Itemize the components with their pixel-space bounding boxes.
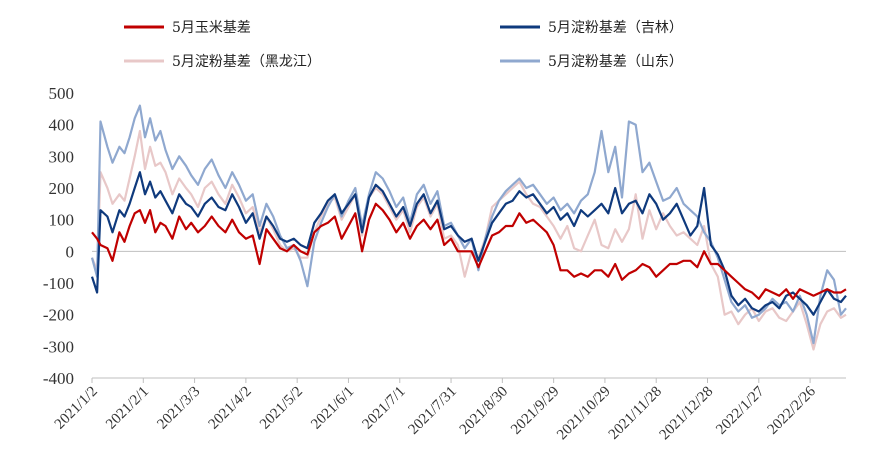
y-axis-tick-labels: 500 400 300 200 100 0 -100 -200 -300 -400 [43,84,74,388]
x-tick-label: 2021/10/29 [554,384,614,444]
x-tick-label: 2021/2/1 [103,384,152,433]
legend-label-starch-shandong: 5月淀粉基差（山东） [548,53,683,70]
x-tick-label: 2021/11/28 [606,384,665,443]
y-tick-label: 0 [66,242,75,261]
series-line-1 [90,171,847,316]
y-tick-label: -200 [43,306,74,325]
series-line-2 [90,129,847,351]
x-tick-label: 2021/1/2 [52,384,101,433]
x-tick-label: 2021/4/2 [206,384,255,433]
series-line-0 [91,202,847,300]
x-tick-label: 2022/2/26 [765,383,820,438]
x-axis-tick-marks [91,378,811,383]
x-tick-label: 2021/6/1 [308,384,357,433]
y-tick-label: 100 [49,211,75,230]
x-tick-label: 2021/9/29 [508,384,562,438]
y-tick-label: 400 [49,116,75,135]
x-tick-label: 2021/7/31 [406,384,460,438]
legend: 5月玉米基差 5月淀粉基差（吉林） 5月淀粉基差（黑龙江） 5月淀粉基差（山东） [124,19,683,70]
legend-label-starch-heilongjiang: 5月淀粉基差（黑龙江） [172,53,321,70]
x-tick-label: 2021/8/30 [457,384,511,438]
y-tick-label: -300 [43,337,74,356]
y-tick-label: 200 [49,179,75,198]
x-tick-label: 2021/12/28 [657,384,717,444]
x-tick-label: 2021/5/2 [257,384,306,433]
y-tick-label: -400 [43,369,74,388]
series-lines [90,104,847,351]
x-tick-label: 2022/1/27 [713,383,768,438]
y-tick-label: -100 [43,274,74,293]
y-tick-label: 500 [49,84,75,103]
x-tick-label: 2021/3/3 [154,384,203,433]
x-tick-label: 2021/7/1 [360,384,409,433]
legend-label-starch-jilin: 5月淀粉基差（吉林） [548,19,683,36]
legend-label-corn-basis: 5月玉米基差 [172,19,251,36]
x-axis-tick-labels: 2021/1/2 2021/2/1 2021/3/3 2021/4/2 2021/5/2… [52,383,819,443]
y-tick-label: 300 [49,147,75,166]
